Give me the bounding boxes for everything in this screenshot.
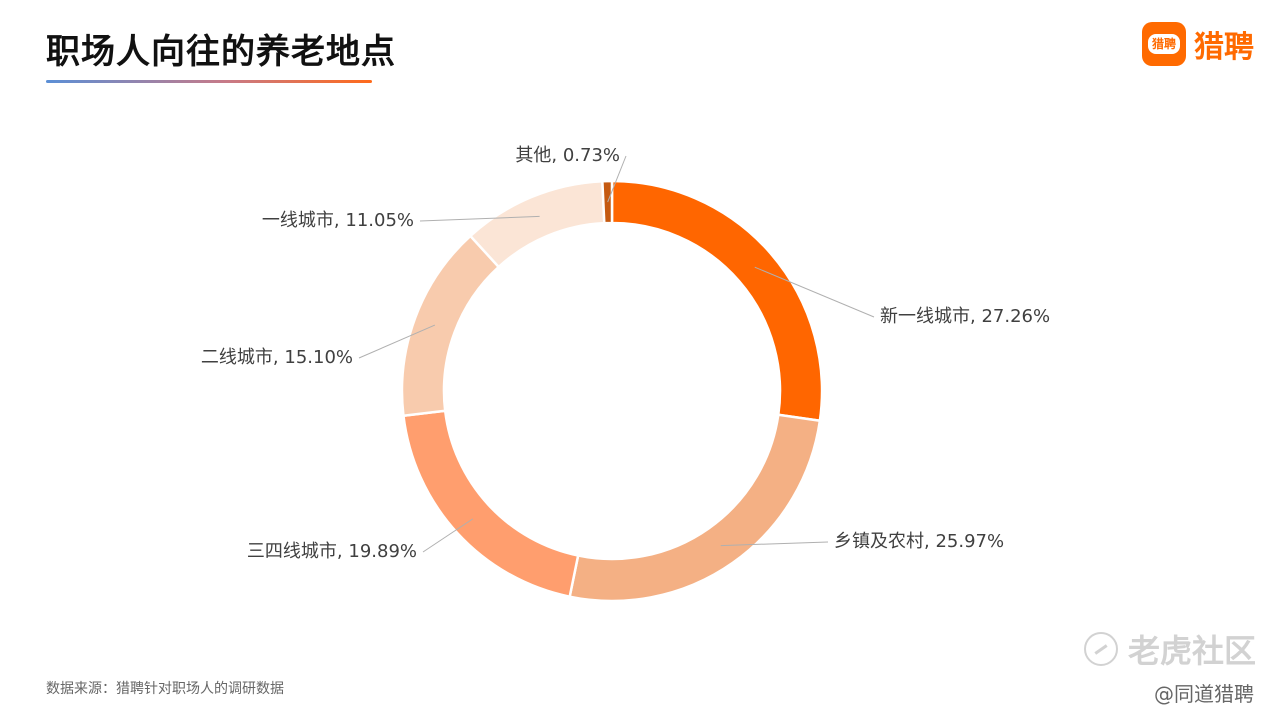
donut-slice-6: [601, 179, 614, 225]
brand-name: 猎聘: [1194, 30, 1254, 65]
donut-slice-1: [610, 179, 824, 423]
watermark-icon: [1083, 632, 1118, 666]
data-label-1: 新一线城市, 27.26%: [880, 306, 1050, 327]
leader-line-2: [720, 541, 829, 547]
leader-line-1: [754, 266, 875, 318]
watermark: 老虎社区: [1083, 626, 1256, 672]
data-label-4: 二线城市, 15.10%: [201, 347, 353, 368]
source-note: 数据来源：猎聘针对职场人的调研数据: [46, 681, 284, 697]
brand-logo-icon: 猎聘: [1142, 22, 1186, 66]
data-label-2: 乡镇及农村, 25.97%: [834, 531, 1004, 552]
data-label-3: 三四线城市, 19.89%: [247, 541, 417, 562]
data-label-5: 一线城市, 11.05%: [262, 210, 414, 231]
page-title: 职场人向往的养老地点: [46, 32, 396, 72]
title-underline: [46, 80, 372, 83]
leader-line-4: [358, 324, 436, 359]
brand-logo: 猎聘 猎聘: [1142, 22, 1254, 66]
leader-line-5: [419, 215, 540, 222]
data-label-6: 其他, 0.73%: [515, 145, 620, 166]
attribution: @同道猎聘: [1154, 682, 1254, 706]
brand-logo-text: 猎聘: [1147, 34, 1180, 54]
donut-slice-2: [568, 413, 822, 603]
watermark-text: 老虎社区: [1127, 632, 1256, 670]
donut-slice-3: [402, 409, 580, 599]
leader-line-6: [607, 155, 627, 203]
donut-slice-5: [468, 179, 606, 269]
donut-slice-4: [400, 234, 501, 418]
leader-line-3: [422, 518, 474, 553]
